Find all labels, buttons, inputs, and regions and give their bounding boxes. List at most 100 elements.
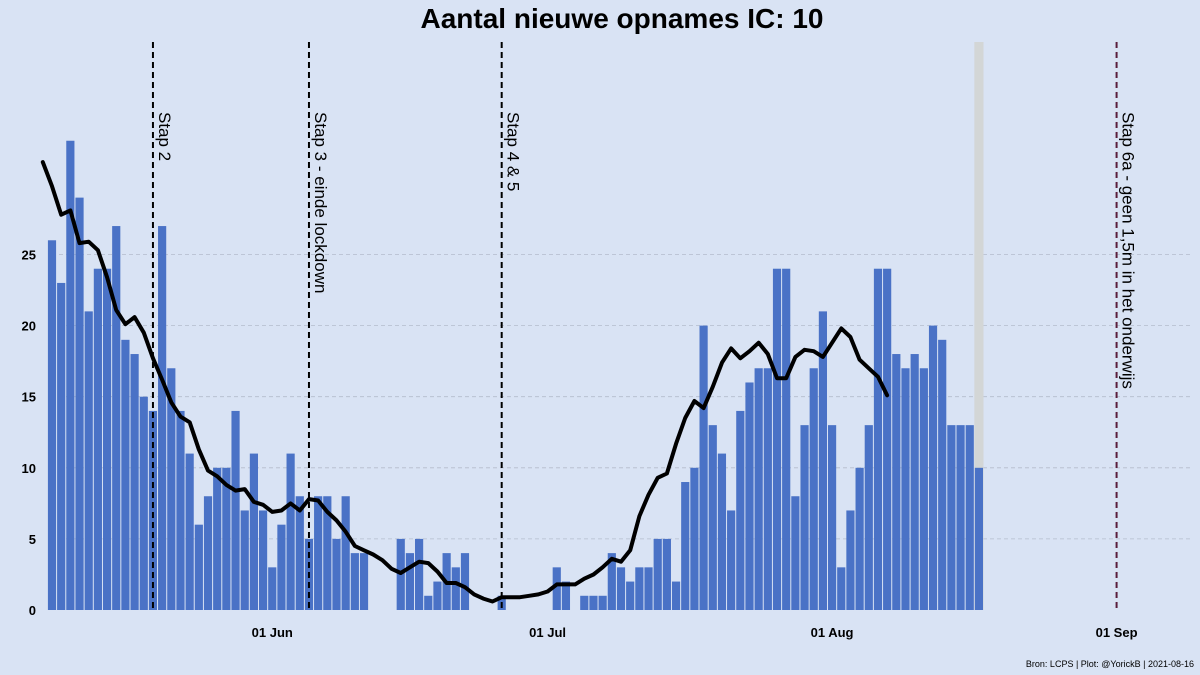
bar [102,268,112,610]
bar [176,410,185,610]
bar [681,482,690,610]
x-tick-label: 01 Jun [252,625,293,640]
bar [717,453,727,610]
y-tick-label: 0 [29,603,36,618]
bar [928,325,938,610]
bar [864,425,873,610]
bar [84,311,93,610]
bar [662,538,671,610]
bar [616,567,626,610]
bar [286,453,295,610]
x-tick-label: 01 Sep [1096,625,1138,640]
bar [589,595,598,610]
bar [873,268,883,610]
bar [222,467,231,610]
bar [892,354,901,610]
bar [112,226,121,610]
bar [203,496,213,610]
bar [653,538,662,610]
bar [332,538,341,610]
bar [690,467,699,610]
bar [249,453,258,610]
annotation-label: Stap 3 - einde lockdown [311,112,330,293]
bar [295,496,304,610]
bar [809,368,818,610]
bar [451,567,460,610]
bar [736,410,745,610]
bar [910,354,919,610]
highlight-today [974,42,984,610]
bar [158,226,167,610]
bar [323,496,332,610]
chart-title: Aantal nieuwe opnames IC: 10 [421,3,824,34]
bar [699,325,708,610]
y-tick-label: 15 [22,390,36,405]
annotation-lines: Stap 2 Stap 3 - einde lockdown Stap 4 & 5 S… [151,42,1138,610]
bar [314,496,323,610]
bar [947,425,956,610]
bar [974,467,984,610]
bar [772,268,782,610]
bar [57,282,66,610]
bar [194,524,203,610]
bar [433,581,442,610]
x-tick-label: 01 Jul [529,625,566,640]
bar [846,510,855,610]
bar [167,368,176,610]
bar [598,595,607,610]
bar [460,553,470,610]
bar [626,581,635,610]
bar [75,197,84,610]
bar [671,581,681,610]
annotation-label: Stap 4 & 5 [504,112,523,191]
bar [635,567,644,610]
annotation-label: Stap 2 [155,112,174,161]
bar [213,467,222,610]
bar [268,567,277,610]
bar [708,425,717,610]
bar [148,410,158,610]
bar [185,453,194,610]
bar [883,268,892,610]
bar [139,396,148,610]
bar [66,140,75,611]
bar [258,510,268,610]
bar [837,567,846,610]
bar [121,339,130,610]
bar [956,425,965,610]
annotation-label: Stap 6a - geen 1,5m in het onderwijs [1119,112,1138,389]
bar [580,595,589,610]
bar [359,553,369,610]
bar [561,581,571,610]
bar [938,339,947,610]
bar [405,553,415,610]
bar [93,268,102,610]
bar [240,510,249,610]
bar [965,425,974,610]
bar [607,553,616,610]
y-tick-label: 10 [22,461,36,476]
bar [901,368,910,610]
y-axis-ticks: 0 5 10 15 20 25 [22,248,36,619]
rolling-average-line [40,160,890,604]
bar [827,425,837,610]
bar [341,496,350,610]
y-tick-label: 25 [22,248,36,263]
bar [919,368,928,610]
bar [800,425,809,610]
y-tick-label: 5 [29,532,36,547]
bar [855,467,864,610]
bar [791,496,800,610]
bar [424,595,433,610]
y-tick-label: 20 [22,319,36,334]
bar [644,567,653,610]
bar [350,553,359,610]
bar [277,524,286,610]
bar [745,382,754,610]
source-caption: Bron: LCPS | Plot: @YorickB | 2021-08-16 [1026,659,1194,669]
bar [231,410,240,610]
x-tick-label: 01 Aug [811,625,854,640]
x-axis-ticks: 01 Jun 01 Jul 01 Aug 01 Sep [252,625,1138,640]
bar [47,240,57,610]
